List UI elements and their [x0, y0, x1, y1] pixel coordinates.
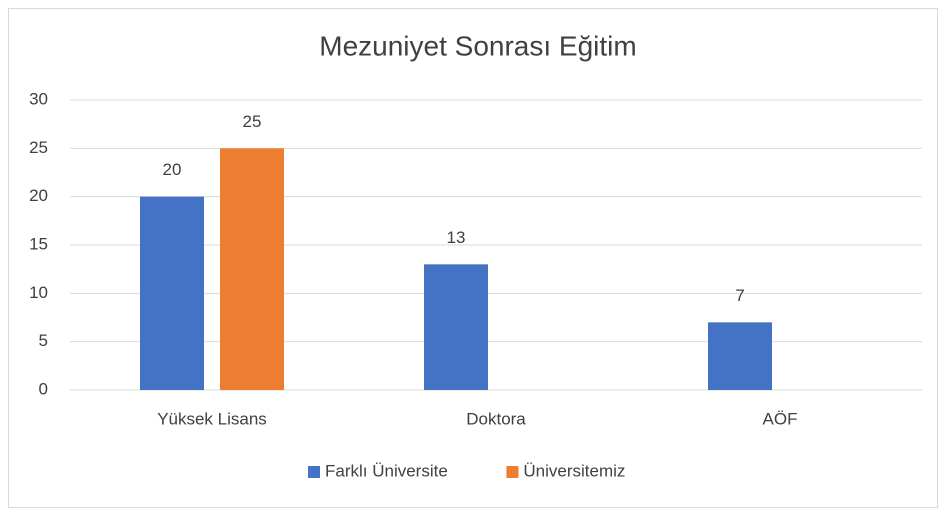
bar	[424, 264, 488, 390]
value-label: 7	[735, 286, 744, 305]
value-label: 25	[243, 112, 262, 131]
legend-swatch	[308, 466, 320, 478]
legend-label: Farklı Üniversite	[325, 461, 448, 480]
value-label: 13	[447, 228, 466, 247]
chart-title: Mezuniyet Sonrası Eğitim	[319, 30, 636, 61]
bar	[220, 148, 284, 390]
y-tick-label: 15	[29, 234, 48, 253]
y-tick-label: 30	[29, 89, 48, 108]
y-tick-label: 5	[39, 331, 48, 350]
y-tick-label: 25	[29, 138, 48, 157]
y-tick-label: 10	[29, 283, 48, 302]
bar	[140, 196, 204, 390]
legend-label: Üniversitemiz	[523, 461, 625, 480]
bar	[708, 322, 772, 390]
legend-swatch	[506, 466, 519, 478]
y-tick-label: 0	[39, 379, 48, 398]
y-tick-label: 20	[29, 186, 48, 205]
x-tick-label: Yüksek Lisans	[157, 409, 267, 428]
value-label: 20	[163, 160, 182, 179]
x-tick-label: Doktora	[466, 409, 526, 428]
x-tick-label: AÖF	[763, 409, 798, 428]
